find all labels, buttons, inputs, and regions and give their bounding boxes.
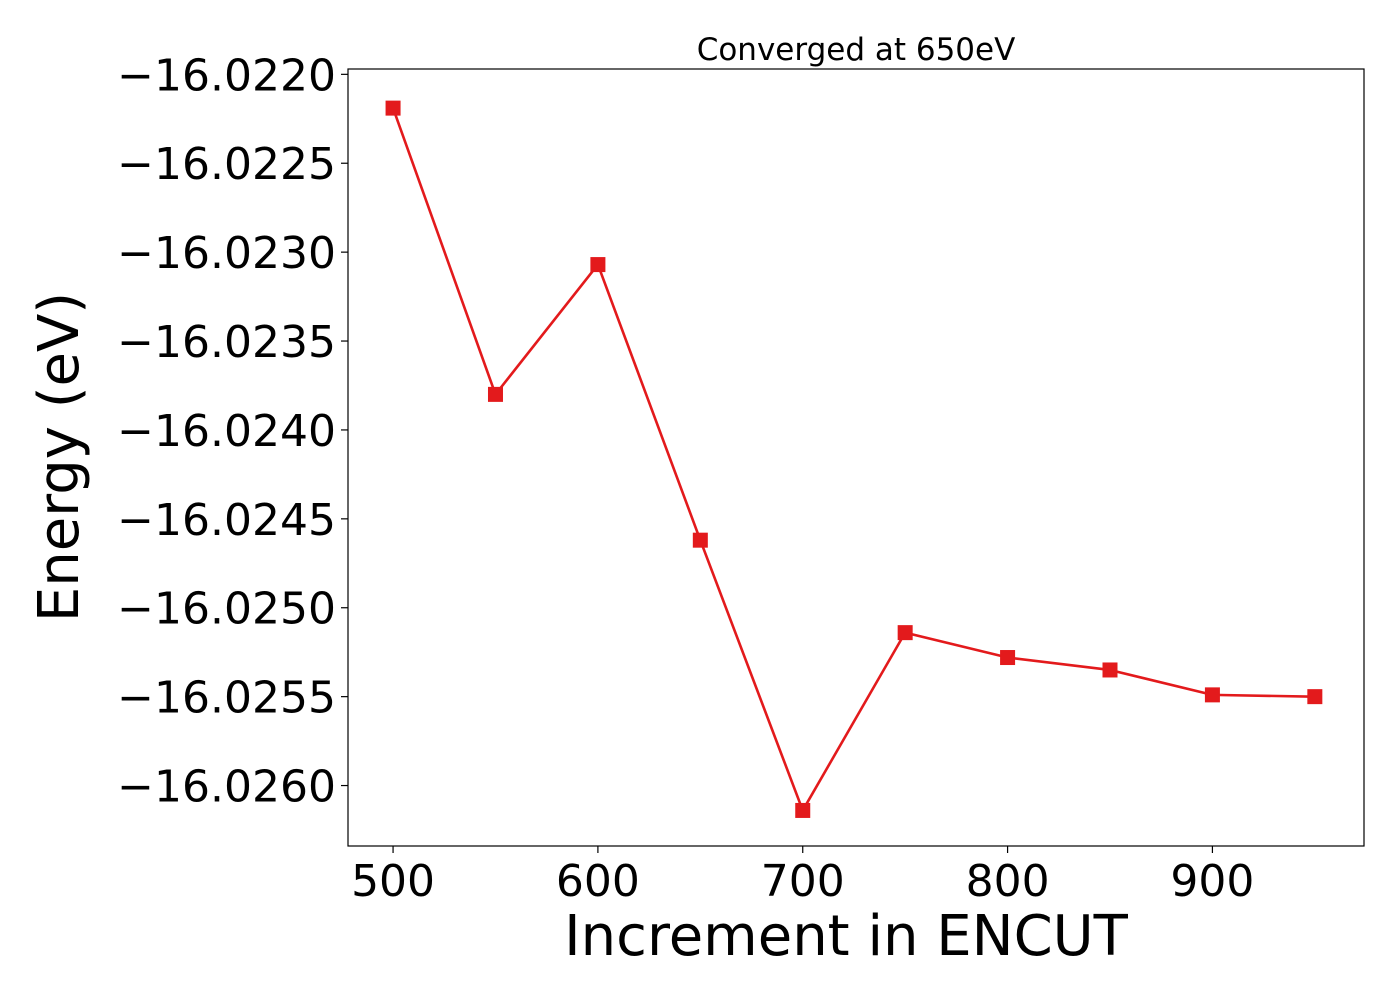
data-point-marker	[692, 532, 708, 548]
x-tick-label: 700	[761, 856, 845, 907]
y-tick-label: −16.0250	[117, 584, 336, 635]
x-tick-label: 500	[351, 856, 435, 907]
x-axis: 500 600 700 800 900	[351, 846, 1254, 907]
data-point-marker	[487, 386, 503, 402]
y-tick-label: −16.0235	[117, 317, 336, 368]
y-tick-label: −16.0220	[117, 50, 336, 101]
series-line	[391, 107, 1315, 812]
data-point-marker	[1204, 687, 1220, 703]
y-tick-label: −16.0245	[117, 495, 336, 546]
y-tick-label: −16.0225	[117, 139, 336, 190]
data-point-marker	[1000, 650, 1016, 666]
y-axis-label: Energy (eV)	[27, 292, 92, 622]
plot-area	[385, 100, 1323, 818]
x-tick-label: 600	[556, 856, 640, 907]
chart-title: Converged at 650eV	[697, 32, 1016, 68]
y-tick-label: −16.0255	[117, 673, 336, 724]
x-axis-label: Increment in ENCUT	[564, 904, 1129, 969]
plot-frame	[347, 68, 1365, 847]
data-point-marker	[897, 625, 913, 641]
y-tick-label: −16.0230	[117, 228, 336, 279]
data-point-marker	[1307, 689, 1323, 705]
y-axis: −16.0220 −16.0225 −16.0230 −16.0235 −16.0240…	[117, 50, 348, 813]
y-tick-label: −16.0240	[117, 406, 336, 457]
data-point-marker	[795, 802, 811, 818]
x-tick-label: 900	[1170, 856, 1254, 907]
data-point-marker	[590, 257, 606, 273]
y-tick-label: −16.0260	[117, 762, 336, 813]
data-point-marker	[1102, 662, 1118, 678]
data-point-marker	[385, 100, 401, 116]
x-tick-label: 800	[966, 856, 1050, 907]
